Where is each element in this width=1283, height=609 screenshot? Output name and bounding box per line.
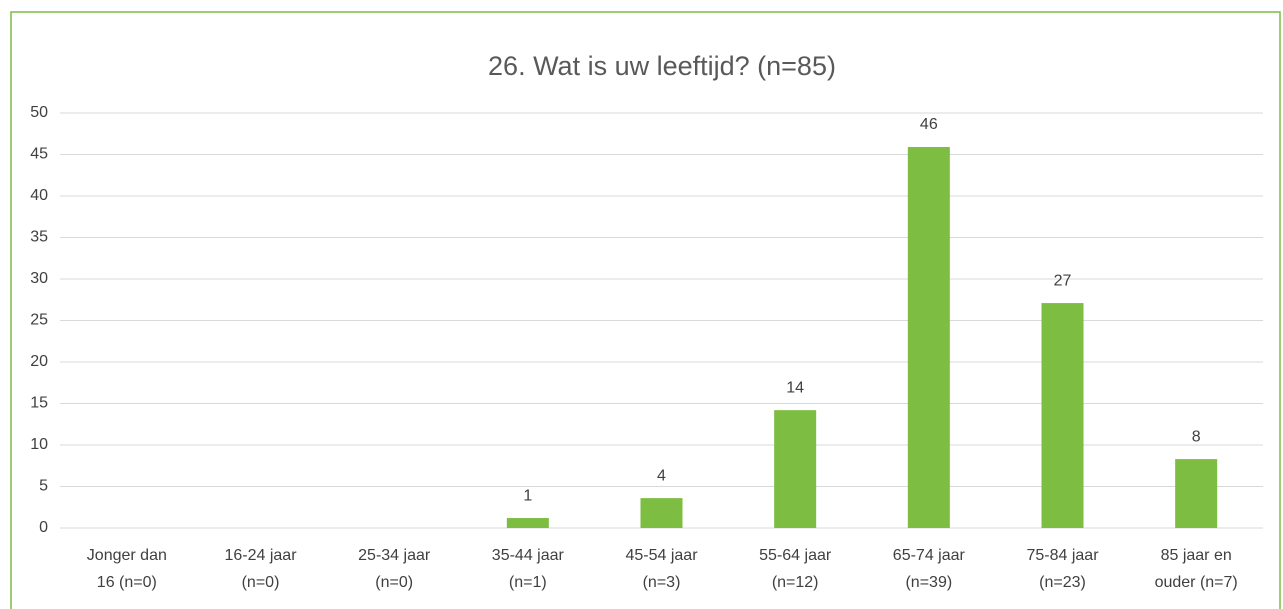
x-tick-label: (n=0) bbox=[375, 574, 413, 591]
x-tick-label: 85 jaar en bbox=[1161, 547, 1232, 564]
data-label: 14 bbox=[786, 379, 804, 396]
bar bbox=[640, 498, 683, 528]
data-label: 1 bbox=[523, 487, 532, 504]
x-tick-label: 25-34 jaar bbox=[358, 547, 431, 564]
x-tick-label: (n=0) bbox=[242, 574, 280, 591]
y-tick-label: 0 bbox=[39, 519, 48, 536]
x-tick-label: Jonger dan bbox=[87, 547, 167, 564]
bar bbox=[907, 147, 950, 528]
x-tick-label: (n=12) bbox=[772, 574, 819, 591]
y-tick-label: 15 bbox=[30, 395, 48, 412]
data-label: 46 bbox=[920, 116, 938, 133]
x-tick-label: ouder (n=7) bbox=[1155, 574, 1238, 591]
x-tick-label: 45-54 jaar bbox=[625, 547, 698, 564]
bar bbox=[506, 518, 549, 528]
x-tick-label: 55-64 jaar bbox=[759, 547, 832, 564]
y-tick-label: 30 bbox=[30, 270, 48, 287]
y-tick-label: 35 bbox=[30, 229, 48, 246]
y-tick-label: 10 bbox=[30, 436, 48, 453]
bar bbox=[774, 410, 817, 528]
x-tick-label: (n=3) bbox=[643, 574, 681, 591]
y-tick-label: 5 bbox=[39, 478, 48, 495]
data-label: 27 bbox=[1054, 272, 1072, 289]
y-tick-label: 25 bbox=[30, 312, 48, 329]
bar bbox=[1175, 459, 1218, 528]
data-label: 8 bbox=[1192, 428, 1201, 445]
y-tick-label: 45 bbox=[30, 146, 48, 163]
chart-title: 26. Wat is uw leeftijd? (n=85) bbox=[488, 51, 836, 81]
x-tick-label: 35-44 jaar bbox=[492, 547, 565, 564]
x-tick-label: (n=39) bbox=[905, 574, 952, 591]
x-tick-label: (n=1) bbox=[509, 574, 547, 591]
y-tick-label: 50 bbox=[30, 104, 48, 121]
data-label: 4 bbox=[657, 467, 666, 484]
x-tick-label: 16-24 jaar bbox=[224, 547, 297, 564]
bar bbox=[1041, 303, 1084, 528]
x-tick-label: 75-84 jaar bbox=[1026, 547, 1099, 564]
x-tick-label: (n=23) bbox=[1039, 574, 1086, 591]
x-tick-label: 16 (n=0) bbox=[97, 574, 157, 591]
x-tick-label: 65-74 jaar bbox=[893, 547, 966, 564]
y-tick-label: 20 bbox=[30, 353, 48, 370]
y-tick-label: 40 bbox=[30, 187, 48, 204]
